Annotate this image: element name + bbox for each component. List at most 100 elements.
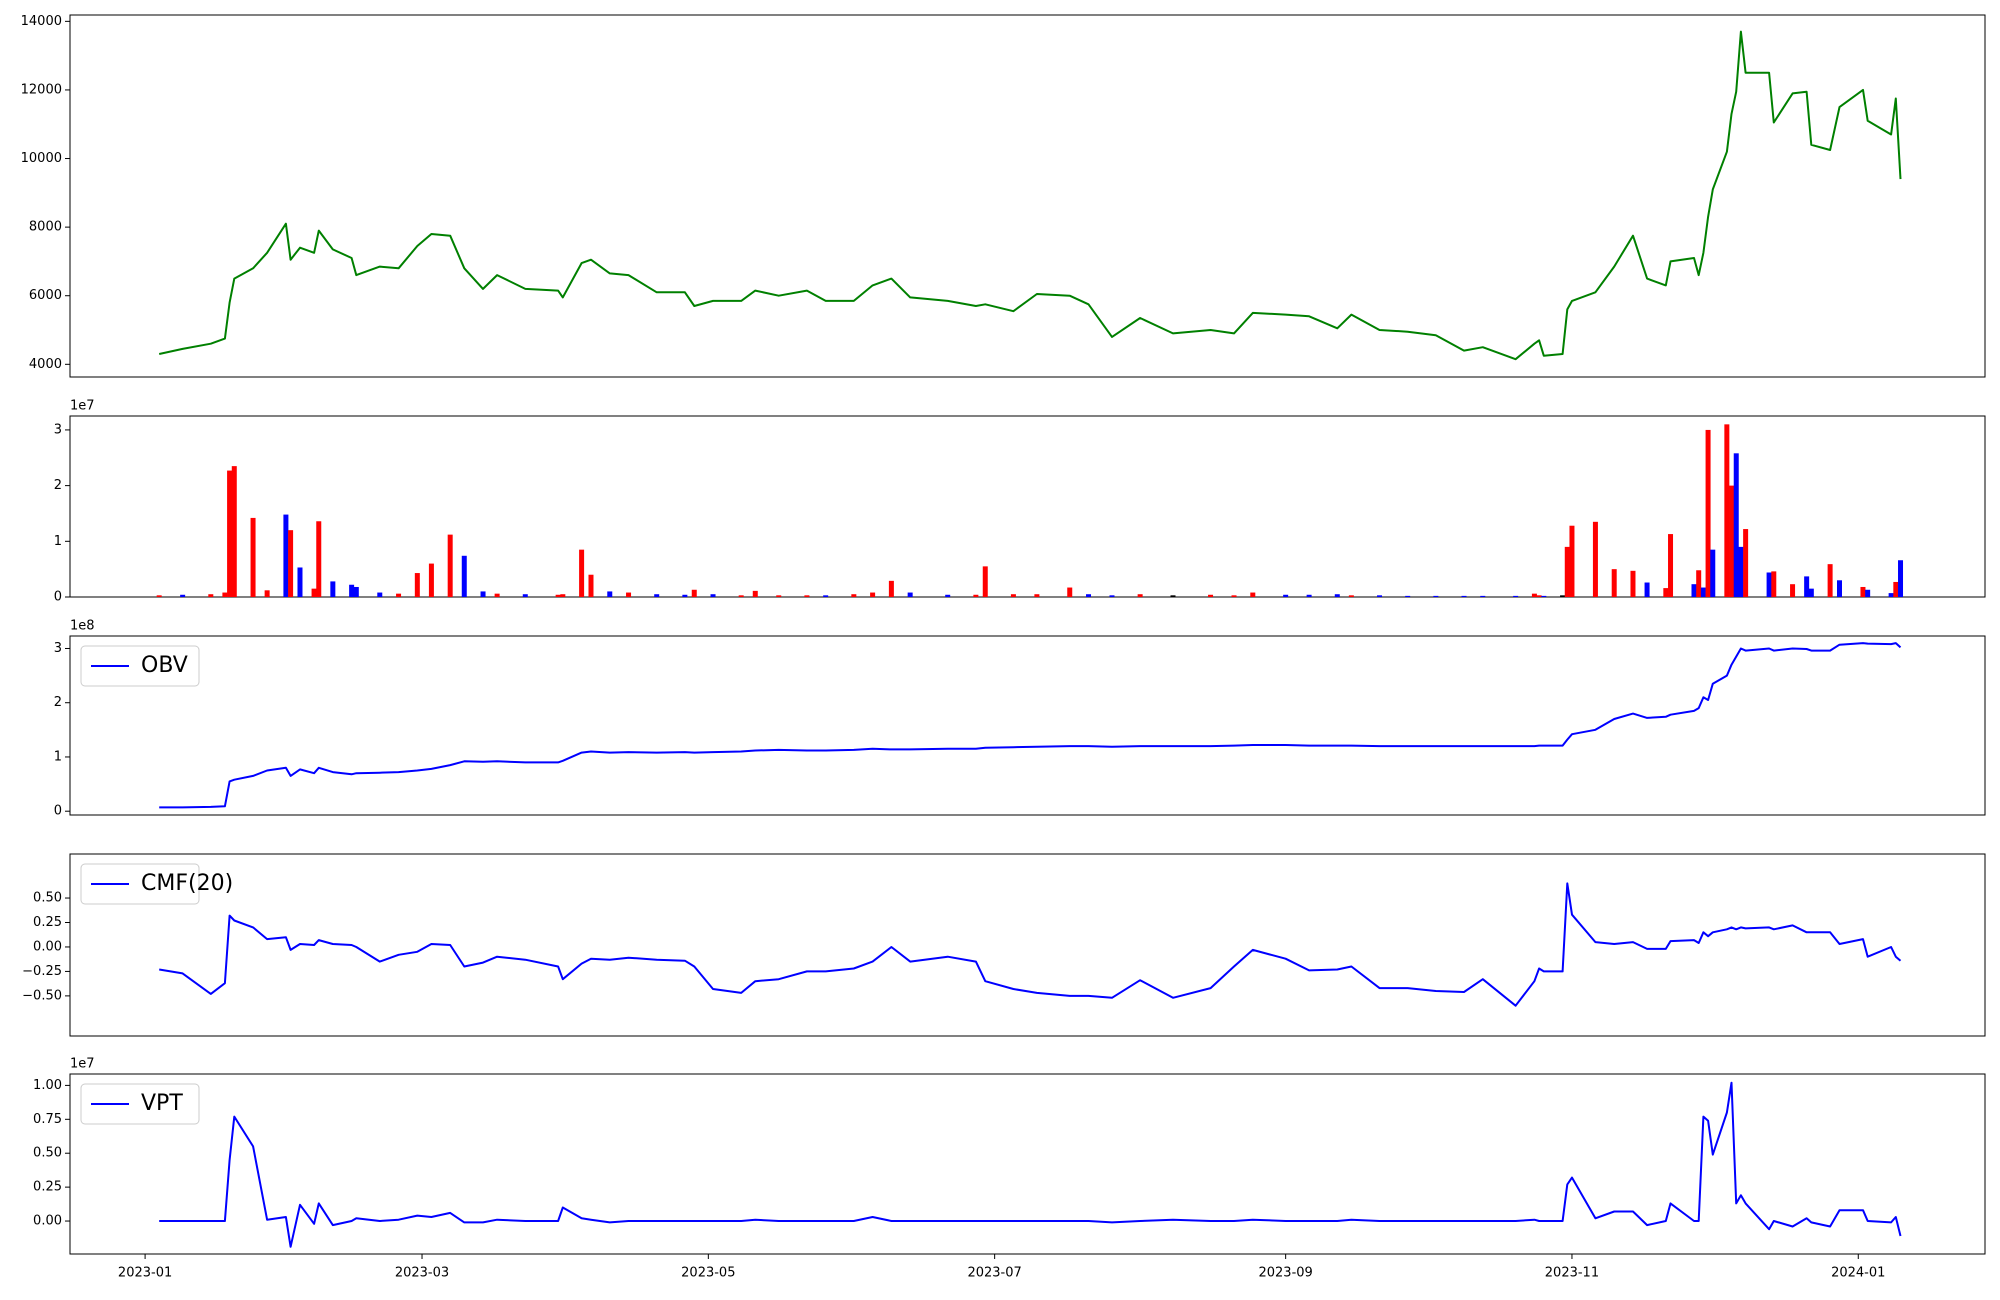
bar xyxy=(870,592,876,597)
bar xyxy=(973,594,979,597)
bar xyxy=(1771,571,1777,597)
bar xyxy=(1010,594,1016,597)
bar xyxy=(208,594,214,597)
bar xyxy=(1865,589,1871,597)
bar xyxy=(710,594,716,597)
x-tick-label: 2023-07 xyxy=(967,1266,1021,1281)
legend-box xyxy=(80,863,200,905)
plot-frame xyxy=(69,635,1986,816)
bar xyxy=(1592,521,1598,597)
bar xyxy=(752,590,758,597)
y-tick-label: 1 xyxy=(54,749,62,764)
bar xyxy=(1377,595,1383,597)
bar xyxy=(738,595,744,597)
bar xyxy=(682,594,688,597)
bar xyxy=(264,590,270,597)
bar xyxy=(1898,560,1904,597)
bar xyxy=(1306,594,1312,597)
bar xyxy=(1086,594,1092,597)
bar xyxy=(1663,588,1669,597)
bar xyxy=(1109,595,1115,597)
bar xyxy=(180,594,186,597)
bar xyxy=(1893,581,1899,597)
bar xyxy=(1804,576,1810,597)
bar xyxy=(588,574,594,597)
bar xyxy=(311,588,317,597)
bar xyxy=(1334,594,1340,597)
bar xyxy=(1034,594,1040,597)
bar xyxy=(1691,584,1697,597)
bar xyxy=(1231,595,1237,597)
x-tick-label: 2023-05 xyxy=(681,1266,735,1281)
bar xyxy=(156,595,162,597)
bar xyxy=(1250,592,1256,597)
bar xyxy=(227,470,233,597)
y-tick-label: 0.75 xyxy=(33,1112,62,1127)
bar xyxy=(626,592,632,597)
bar xyxy=(1644,582,1650,597)
bar xyxy=(1710,549,1716,597)
y-tick-label: 0.50 xyxy=(33,1146,62,1161)
bar xyxy=(353,586,359,597)
y-tick-label: −0.25 xyxy=(22,964,62,979)
bar xyxy=(396,593,402,597)
bar xyxy=(1668,534,1674,597)
bar xyxy=(1827,564,1833,597)
bar xyxy=(1696,570,1702,597)
bar xyxy=(888,580,894,597)
bar xyxy=(297,567,303,597)
plot-frame xyxy=(69,14,1986,378)
bar xyxy=(851,594,857,597)
bar xyxy=(654,594,660,597)
bar xyxy=(428,563,434,597)
y-tick-label: 0.25 xyxy=(33,1180,62,1195)
bar xyxy=(1531,593,1537,597)
y-tick-label: 12000 xyxy=(21,82,62,97)
y-tick-label: 3 xyxy=(54,422,62,437)
bar xyxy=(288,530,294,597)
y-tick-label: 0.00 xyxy=(33,939,62,954)
y-tick-label: 4000 xyxy=(29,357,62,372)
bar xyxy=(1433,595,1439,597)
bar xyxy=(945,594,951,597)
plot-frame xyxy=(69,415,1986,598)
plot-frame xyxy=(69,853,1986,1037)
bar xyxy=(804,595,810,597)
bar xyxy=(1611,569,1617,597)
x-tick-label: 2023-09 xyxy=(1258,1266,1312,1281)
legend-label: CMF(20) xyxy=(141,871,233,896)
bar xyxy=(1790,584,1796,597)
bar xyxy=(1860,586,1866,597)
y-tick-label: 0 xyxy=(54,804,62,819)
line-series xyxy=(158,30,1902,361)
bar xyxy=(579,549,585,597)
bar xyxy=(283,514,289,597)
bar xyxy=(1888,593,1894,597)
bar xyxy=(222,592,228,597)
bar xyxy=(1743,529,1749,597)
bar xyxy=(607,591,613,597)
line-series xyxy=(159,1081,1902,1248)
bar xyxy=(447,534,453,597)
plot-frame xyxy=(69,1073,1986,1255)
bar xyxy=(1208,594,1214,597)
legend-box xyxy=(80,645,200,687)
bar xyxy=(522,594,528,597)
y-tick-label: 8000 xyxy=(29,220,62,235)
bar xyxy=(461,555,467,597)
bar xyxy=(1700,587,1706,597)
bar xyxy=(1405,595,1411,597)
bar xyxy=(823,595,829,597)
bar xyxy=(555,594,561,597)
y-tick-label: 2 xyxy=(54,478,62,493)
bar xyxy=(1705,429,1711,597)
y-tick-label: 6000 xyxy=(29,288,62,303)
y-tick-label: 1 xyxy=(54,534,62,549)
bar xyxy=(1560,595,1566,597)
offset-label: 1e7 xyxy=(70,399,95,414)
bar xyxy=(494,593,500,597)
bar xyxy=(1461,595,1467,597)
bar xyxy=(1283,594,1289,597)
